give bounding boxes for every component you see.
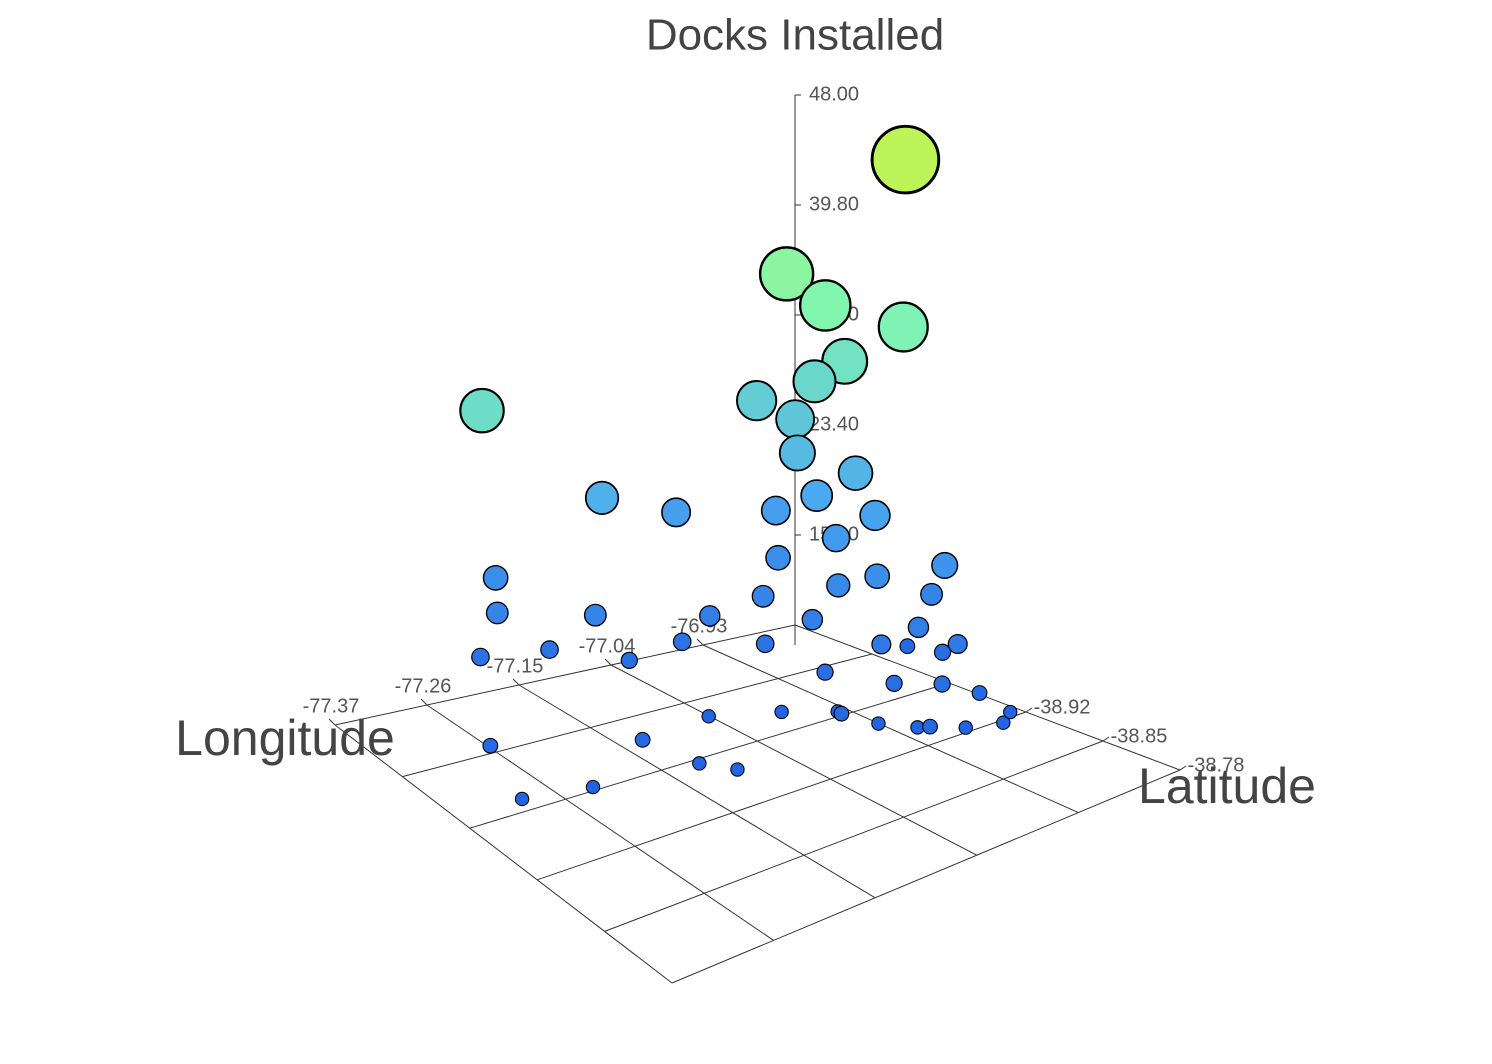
bubble <box>859 499 891 532</box>
x-tick <box>328 718 336 726</box>
bubble <box>634 731 651 748</box>
bubble <box>765 544 791 571</box>
bubble <box>826 573 851 598</box>
axes: -77.37-77.26-77.15-77.04-76.93-38.92-38.… <box>303 83 1245 776</box>
bubble <box>922 718 938 735</box>
bubble <box>540 640 559 659</box>
bubble <box>583 603 607 627</box>
bubble <box>778 434 816 472</box>
x-tick-label: -77.37 <box>303 695 360 717</box>
x-tick <box>420 698 428 706</box>
bubble <box>485 601 509 625</box>
bubble <box>870 124 941 195</box>
x-tick <box>696 638 704 646</box>
bubble <box>801 608 824 631</box>
points <box>459 124 1018 807</box>
bubble <box>514 791 530 807</box>
x-tick <box>604 658 612 666</box>
bubble <box>699 605 721 627</box>
x-tick-label: -77.04 <box>579 635 636 657</box>
bubble <box>821 523 851 553</box>
z-tick-label: 48.00 <box>809 83 859 105</box>
bubble <box>864 563 891 590</box>
bubble <box>971 685 988 701</box>
floor-grid <box>469 682 950 829</box>
bubble <box>661 497 692 528</box>
z-tick-label: 23.40 <box>809 413 859 435</box>
floor-grid <box>334 624 796 726</box>
y-axis-label: Latitude <box>1138 758 1316 814</box>
bubble <box>958 720 973 735</box>
floor-grid <box>518 684 876 899</box>
bubble <box>751 584 775 608</box>
bubble <box>933 643 952 661</box>
bubble <box>907 616 930 639</box>
bubble <box>459 387 505 434</box>
floor-grid <box>334 724 673 984</box>
y-tick-label: -38.92 <box>1034 696 1091 718</box>
bubble <box>758 246 815 302</box>
floor-grid <box>604 740 1104 932</box>
bubble <box>755 634 775 654</box>
y-tick-label: -38.78 <box>1188 754 1245 776</box>
bubble <box>774 704 789 720</box>
bubble <box>871 716 886 731</box>
bubble <box>775 399 816 440</box>
floor-grid <box>426 704 774 941</box>
bubble <box>933 675 951 693</box>
floor-grid <box>402 653 873 778</box>
bubble <box>871 634 892 655</box>
bubble <box>816 663 834 681</box>
y-tick <box>1102 736 1110 742</box>
bubble <box>833 705 850 722</box>
floor-grid <box>537 711 1027 881</box>
bubble <box>701 709 716 724</box>
bubble <box>482 737 499 754</box>
y-tick <box>1179 765 1187 771</box>
bubble <box>471 647 490 667</box>
bubble <box>996 715 1011 730</box>
bubble <box>735 380 778 422</box>
bubble <box>1003 704 1018 720</box>
bubble <box>920 582 944 606</box>
bubble <box>885 674 903 692</box>
x-tick-label: -77.15 <box>487 655 544 677</box>
bubble <box>931 551 959 579</box>
bubble <box>760 495 791 526</box>
bubble <box>837 455 874 492</box>
x-axis-label: Longitude <box>175 710 395 766</box>
floor-grid <box>610 664 978 856</box>
bubble <box>792 359 837 404</box>
floor-grid <box>794 624 1181 771</box>
floor-grid <box>702 644 1079 814</box>
bubble <box>482 564 509 591</box>
bubble <box>899 638 916 655</box>
bubble <box>584 480 620 515</box>
floor <box>334 624 1181 984</box>
y-tick <box>1025 707 1033 713</box>
z-axis-label: Docks Installed <box>646 11 944 60</box>
bubble <box>798 279 852 332</box>
x-tick-label: -77.26 <box>395 675 452 697</box>
bubble <box>877 301 929 353</box>
bubble <box>947 633 968 655</box>
bubble <box>672 632 692 652</box>
y-tick-label: -38.85 <box>1111 725 1168 747</box>
bubble <box>620 651 638 669</box>
bubble <box>585 779 601 795</box>
bubble <box>730 762 745 777</box>
z-tick-label: 39.80 <box>809 193 859 215</box>
bubble <box>692 756 707 771</box>
floor-grid <box>671 769 1181 984</box>
bubble <box>800 479 834 513</box>
x-tick <box>512 678 520 686</box>
